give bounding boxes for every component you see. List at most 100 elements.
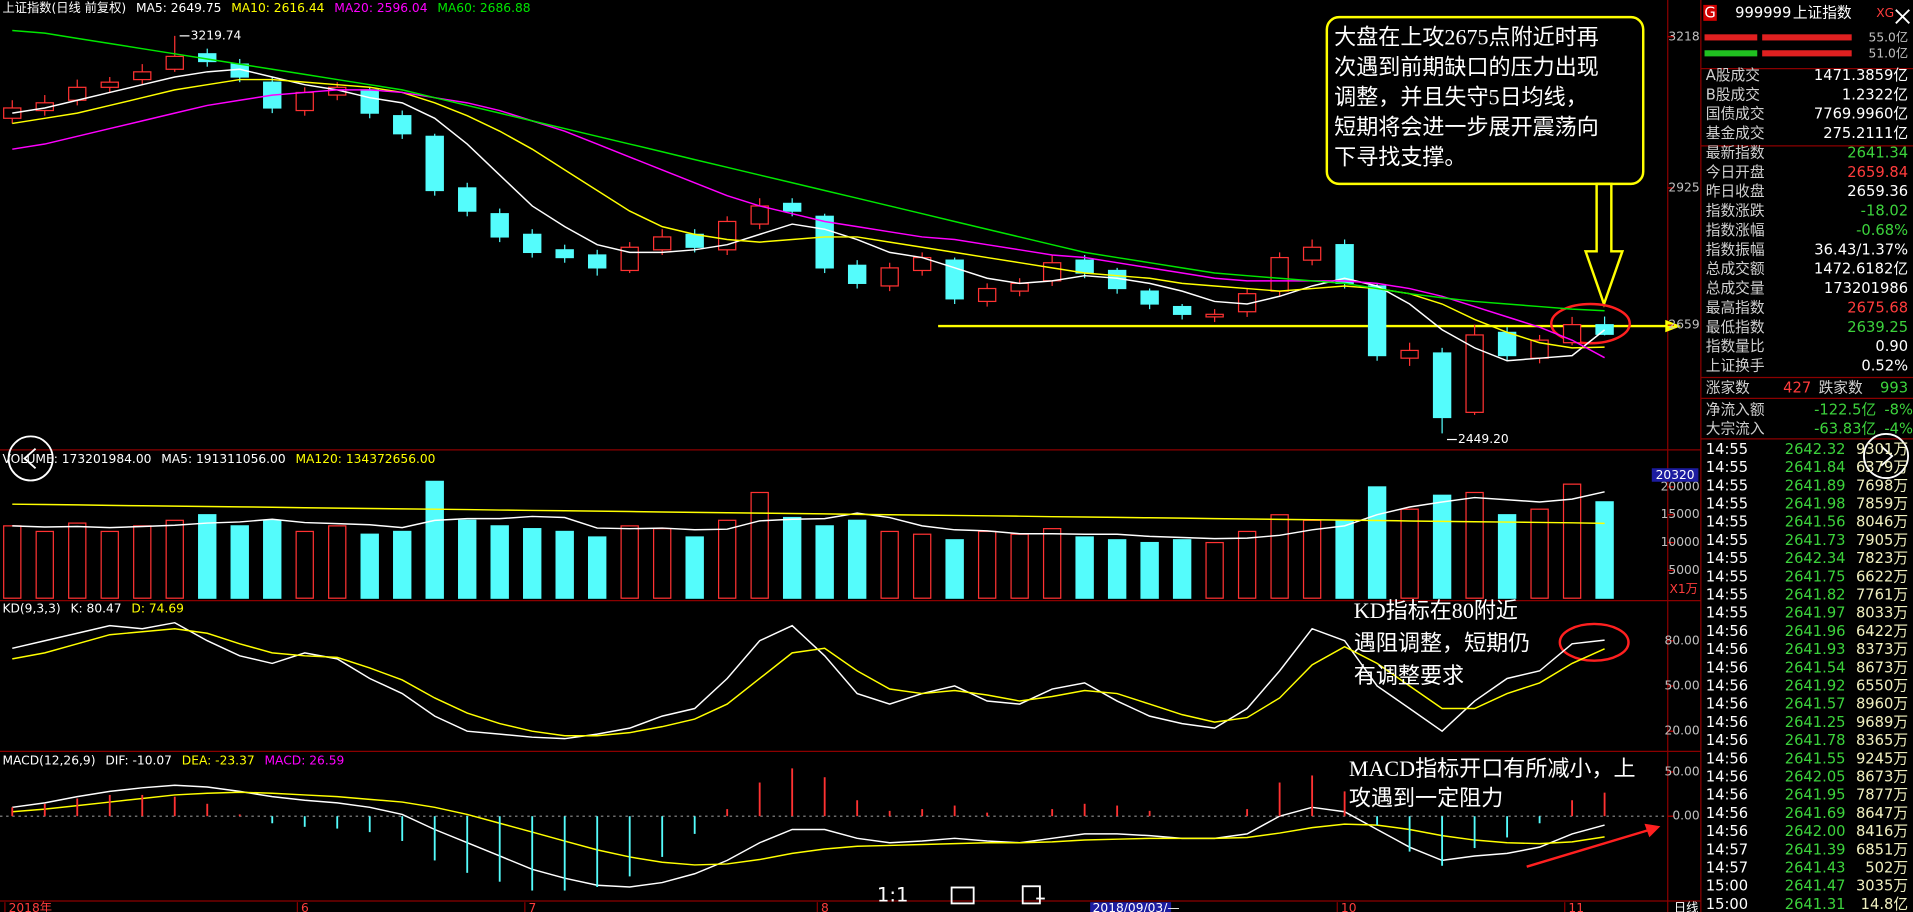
tick-time: 14:55 [1706,459,1748,476]
nav-circle[interactable] [7,435,54,482]
candle-body [847,264,867,284]
macd-bar [628,816,631,877]
macd-bar [1506,816,1509,838]
nav-prev[interactable] [7,435,54,482]
tick-volume: 8046万 [1856,514,1908,531]
volume-bar [652,528,672,599]
macd-bar [1376,816,1379,826]
quote-value: 7769.9960亿 [1814,106,1908,123]
export-icon[interactable] [1021,885,1041,905]
quote-value: 2675.68 [1847,299,1908,316]
tick-price: 2641.93 [1785,641,1846,658]
candle-body [425,135,444,192]
tick-price: 2642.34 [1785,550,1846,567]
volume-bar [263,519,282,599]
macd-bar [1148,810,1151,817]
candle-body [652,236,672,251]
candle-body [1042,262,1062,282]
legend-entry: MA20: 2596.04 [334,1,427,15]
quote-value: 173201986 [1824,280,1908,297]
tick-volume: 7905万 [1856,532,1908,549]
macd-bar [1473,816,1476,849]
flow-pct: -4% [1884,421,1913,438]
volume-bar [490,525,509,599]
quote-value: 2659.84 [1847,164,1908,181]
y-tick-label: 0.00 [1672,809,1699,823]
line-series [12,29,1605,312]
fit-icon[interactable] [950,886,975,905]
macd-bar [1441,816,1444,866]
macd-bar [888,810,891,817]
fit-button[interactable] [950,886,975,905]
candle-body [523,233,542,254]
nav-circle[interactable] [1863,433,1910,479]
macd-bar [11,807,14,817]
tick-price: 2641.82 [1785,586,1846,603]
quote-value: 2641.34 [1847,144,1908,161]
y-tick-label: 20000 [1661,479,1700,493]
zoom-button[interactable]: 1:1 [877,884,909,907]
volume-bar [1075,536,1094,599]
x-tick-label: 2018年 [9,901,52,912]
period-tab[interactable]: 日线 [1674,901,1699,912]
volume-bar [133,525,152,599]
volume-bar [685,536,704,599]
close-button[interactable] [1895,9,1910,24]
macd-bar [856,800,859,817]
nav-chevron[interactable] [1880,445,1894,467]
macd-bar [758,782,761,817]
cursor-date: 2018/09/03/— [1093,901,1180,912]
tick-price: 2642.32 [1785,441,1846,458]
tick-time: 14:56 [1706,769,1748,786]
candle-body [815,215,834,269]
candle-body [1205,313,1224,318]
tick-price: 2641.89 [1785,477,1846,494]
macd-bar [1083,803,1086,817]
macd-bar [498,816,501,882]
legend-entry: DEA: -23.37 [182,754,255,768]
legend-entry: KD(9,3,3) [2,602,60,616]
export-button[interactable] [1021,885,1045,905]
annotation-text: KD指标在80附近 [1354,598,1518,623]
nav-chevron[interactable] [23,447,37,469]
macd-bar [238,814,241,817]
macd-bar [1278,782,1281,817]
tick-time: 14:56 [1706,787,1748,804]
tick-price: 2641.97 [1785,605,1846,622]
tick-price: 2641.57 [1785,696,1846,713]
line-series [12,791,1605,866]
quote-label: 指数量比 [1706,338,1765,355]
volume-bar [523,528,542,599]
tick-time: 14:55 [1706,550,1748,567]
volume-bar [1270,514,1289,599]
tick-price: 2641.78 [1785,732,1846,749]
candle-body [1595,324,1614,335]
symbol-name: 上证指数 [1793,4,1852,21]
x-tick-label: 11 [1568,901,1584,912]
macd-bar [726,809,729,817]
tick-price: 2641.56 [1785,514,1846,531]
volume-bar [1367,486,1387,599]
quote-value: 1471.3859亿 [1814,67,1908,84]
volume-bar [1107,539,1127,599]
macd-bar [986,812,989,817]
tick-time: 14:55 [1706,532,1748,549]
quote-label: A股成交 [1706,66,1760,84]
quote-label: 最低指数 [1706,319,1765,336]
macd-bar [791,768,794,817]
candle-body [1465,334,1484,413]
line-series [12,68,1606,362]
close-icon[interactable] [1895,9,1910,24]
tick-time: 14:56 [1706,823,1748,840]
line-series [12,89,1605,359]
legend-entry: K: 80.47 [70,602,121,616]
quote-value: -18.02 [1861,203,1908,220]
volume-bar [1205,541,1224,599]
nav-next[interactable] [1863,433,1910,479]
volume-bar [230,525,249,599]
volume-bar [1237,530,1257,599]
line-series [12,78,1605,349]
tick-price: 2641.39 [1785,841,1846,858]
annotation-text: MACD指标开口有所减小，上 [1349,756,1636,781]
